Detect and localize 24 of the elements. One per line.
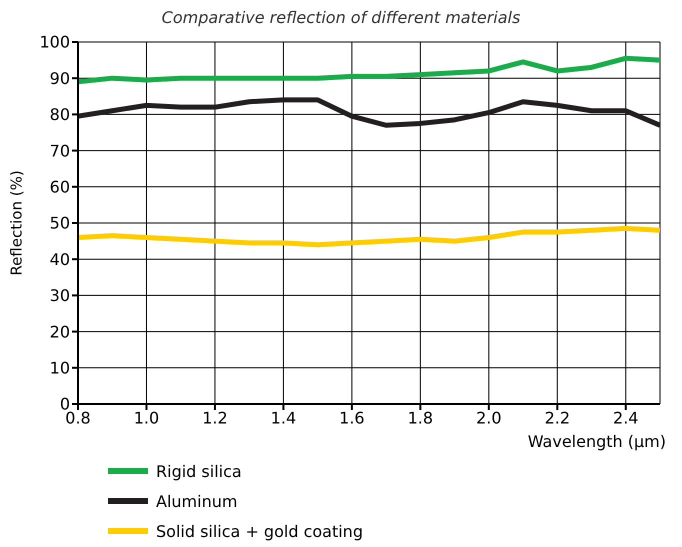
y-tick-label: 20 bbox=[50, 322, 70, 342]
legend-label: Solid silica + gold coating bbox=[156, 522, 363, 540]
y-axis-title: Reflection (%) bbox=[7, 170, 26, 276]
y-tick-label: 40 bbox=[50, 250, 70, 269]
y-tick-label: 80 bbox=[50, 105, 70, 124]
y-tick-label: 90 bbox=[50, 68, 70, 88]
y-tick-label: 60 bbox=[50, 177, 70, 196]
x-axis-title: Wavelength (µm) bbox=[526, 432, 667, 453]
y-tick-label: 70 bbox=[50, 141, 70, 160]
y-tick-label: 30 bbox=[50, 286, 70, 306]
y-tick-label: 100 bbox=[39, 32, 70, 52]
x-tick-label: 2.4 bbox=[613, 408, 638, 428]
y-tick-label: 10 bbox=[50, 358, 70, 378]
x-tick-label: 2.2 bbox=[544, 408, 570, 428]
x-tick-label: 1.4 bbox=[270, 408, 296, 428]
x-tick-label: 1.6 bbox=[339, 408, 365, 428]
chart-title: Comparative reflection of different materials bbox=[160, 8, 522, 29]
y-tick-label: 50 bbox=[50, 214, 70, 233]
x-tick-label: 1.2 bbox=[202, 408, 228, 428]
legend-label: Rigid silica bbox=[156, 462, 242, 480]
x-tick-label: 1.8 bbox=[408, 408, 434, 428]
x-tick-label: 2.0 bbox=[476, 408, 502, 428]
legend-label: Aluminum bbox=[156, 492, 238, 510]
x-tick-label: 1.0 bbox=[134, 408, 160, 428]
